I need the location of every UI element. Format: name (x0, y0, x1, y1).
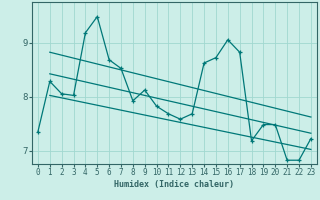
X-axis label: Humidex (Indice chaleur): Humidex (Indice chaleur) (115, 180, 234, 189)
